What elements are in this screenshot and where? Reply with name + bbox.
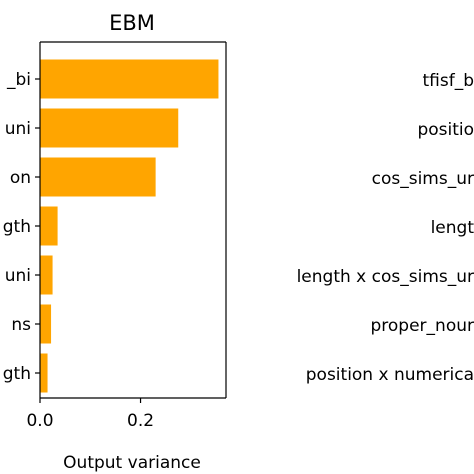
right-category-label-3: lengt — [431, 218, 474, 238]
x-tick-label-0: 0.0 — [26, 411, 53, 431]
right-category-label-0: tfisf_b — [422, 71, 474, 91]
right-category-label-4: length x cos_sims_ur — [297, 267, 474, 287]
right-category-label-2: cos_sims_ur — [372, 169, 474, 189]
x-tick-label-1: 0.2 — [127, 411, 154, 431]
x-axis-ticks: 0.0 0.2 — [26, 398, 154, 431]
bar-4 — [40, 255, 53, 295]
y-tick-label-5: ns — [11, 315, 31, 335]
right-category-label-5: proper_nour — [371, 316, 474, 336]
bar-3 — [40, 206, 58, 246]
y-tick-label-3: gth — [3, 217, 31, 237]
x-axis-label: Output variance — [63, 453, 201, 473]
right-category-label-1: positio — [417, 120, 474, 140]
chart-title: EBM — [109, 11, 155, 35]
y-tick-label-0: _bi — [6, 70, 31, 90]
right-category-label-6: position x numerica — [306, 365, 474, 385]
plot-frame — [39, 41, 227, 399]
bar-6 — [40, 353, 48, 393]
bar-5 — [40, 304, 52, 344]
bar-group — [40, 59, 219, 393]
bar-1 — [40, 108, 179, 148]
bar-2 — [40, 157, 156, 197]
y-tick-label-4: uni — [5, 266, 31, 286]
y-tick-label-6: gth — [3, 364, 31, 384]
y-tick-label-1: uni — [5, 119, 31, 139]
bar-0 — [40, 59, 219, 99]
y-tick-label-2: on — [10, 168, 31, 188]
